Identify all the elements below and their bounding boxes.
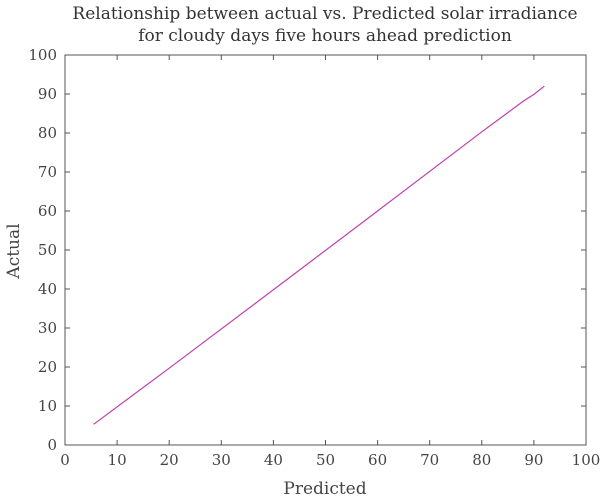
chart-title: Relationship between actual vs. Predicte…: [72, 4, 577, 46]
y-tick-label: 100: [28, 46, 57, 64]
y-tick-label: 90: [38, 85, 57, 103]
y-tick-label: 50: [38, 241, 57, 259]
x-tick-label: 100: [572, 451, 600, 469]
chart-title-line-1: Relationship between actual vs. Predicte…: [72, 4, 577, 24]
y-tick-label: 70: [38, 163, 57, 181]
x-tick-label: 80: [472, 451, 491, 469]
x-tick-label: 70: [420, 451, 439, 469]
x-tick-label: 0: [60, 451, 70, 469]
x-tick-label: 30: [212, 451, 231, 469]
x-tick-label: 60: [368, 451, 387, 469]
y-tick-label: 10: [38, 397, 57, 415]
x-tick-label: 10: [108, 451, 127, 469]
x-axis: 0 10 20 30 40 50 60 70 80 90 100: [60, 55, 600, 469]
y-axis: 0 10 20 30 40 50 60 70 80 90 100: [28, 46, 586, 454]
y-axis-label: Actual: [4, 223, 24, 279]
y-tick-label: 80: [38, 124, 57, 142]
chart-title-line-2: for cloudy days five hours ahead predict…: [138, 26, 512, 46]
series-group: [93, 85, 545, 425]
x-tick-label: 20: [160, 451, 179, 469]
series-line-1: [93, 85, 545, 425]
x-tick-label: 50: [316, 451, 335, 469]
x-axis-label: Predicted: [283, 479, 366, 499]
y-tick-label: 60: [38, 202, 57, 220]
y-tick-label: 20: [38, 358, 57, 376]
y-tick-label: 40: [38, 280, 57, 298]
y-tick-label: 0: [47, 436, 57, 454]
y-tick-label: 30: [38, 319, 57, 337]
x-tick-label: 40: [264, 451, 283, 469]
x-tick-label: 90: [524, 451, 543, 469]
